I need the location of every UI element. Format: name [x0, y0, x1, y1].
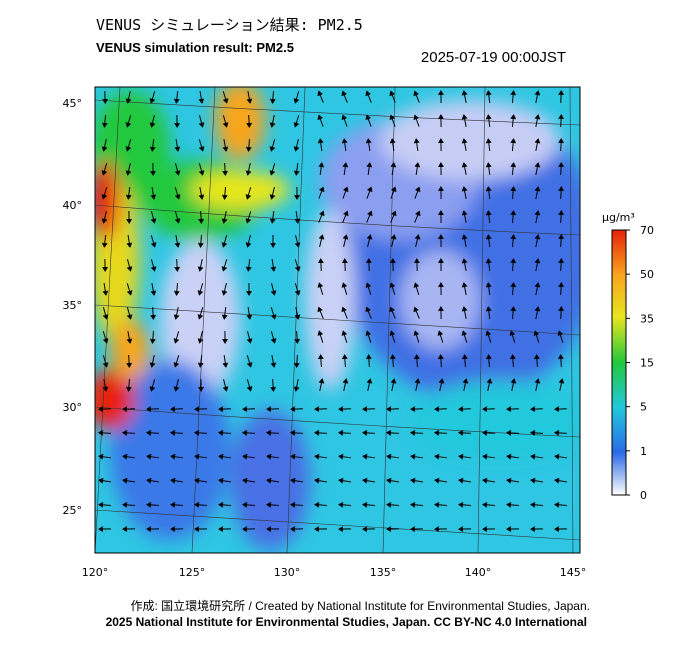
- lon-label: 135°: [370, 566, 397, 579]
- lat-label: 25°: [63, 504, 83, 517]
- map-field: [85, 80, 600, 553]
- lon-labels: 120° 125° 130° 135° 140° 145°: [82, 566, 587, 579]
- colorbar-label: 70: [640, 224, 654, 237]
- colorbar-ticks: 70 50 35 15 5 1 0: [626, 224, 654, 502]
- lon-label: 130°: [274, 566, 301, 579]
- colorbar-label: 15: [640, 357, 654, 370]
- colorbar-label: 35: [640, 312, 654, 325]
- lat-label: 45°: [63, 97, 83, 110]
- license: 2025 National Institute for Environmenta…: [106, 615, 587, 629]
- lat-label: 40°: [63, 199, 83, 212]
- credit: 作成: 国立環境研究所 / Created by National Instit…: [130, 598, 590, 613]
- colorbar-unit: μg/m³: [602, 211, 635, 224]
- colorbar-label: 0: [640, 489, 647, 502]
- lat-labels: 45° 40° 35° 30° 25°: [63, 97, 83, 517]
- lon-label: 145°: [560, 566, 587, 579]
- lat-label: 30°: [63, 401, 83, 414]
- colorbar-label: 1: [640, 445, 647, 458]
- timestamp: 2025-07-19 00:00JST: [421, 49, 566, 66]
- lon-label: 125°: [179, 566, 206, 579]
- lat-label: 35°: [63, 299, 83, 312]
- lon-label: 120°: [82, 566, 109, 579]
- title-en: VENUS simulation result: PM2.5: [96, 40, 294, 55]
- colorbar: [612, 230, 626, 495]
- colorbar-label: 5: [640, 401, 647, 414]
- colorbar-label: 50: [640, 268, 654, 281]
- lon-label: 140°: [465, 566, 492, 579]
- title-jp: VENUS シミュレーション結果: PM2.5: [96, 16, 363, 34]
